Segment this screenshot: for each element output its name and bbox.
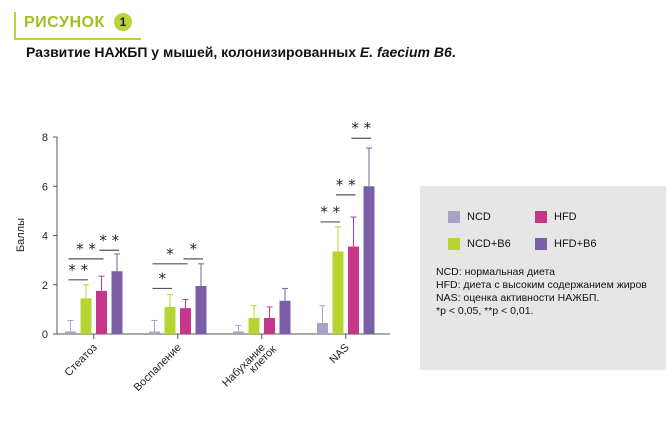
bar-ncd-b6-3 xyxy=(332,251,344,334)
bar-hfd-0 xyxy=(96,290,107,334)
bar-hfd-2 xyxy=(264,317,275,334)
legend-item-hfd: HFD xyxy=(535,211,577,223)
bar-hfd-b6-2 xyxy=(279,300,291,334)
note-nas: NAS: оценка активности НАЖБП. xyxy=(436,292,600,304)
note-pvalues: *p < 0,05, **p < 0,01. xyxy=(436,305,534,317)
significance-marker: * xyxy=(159,269,167,287)
title-end: . xyxy=(451,44,456,60)
y-tick-label: 4 xyxy=(42,231,48,243)
significance-marker: * * xyxy=(351,119,371,137)
x-category-label: NAS xyxy=(327,342,351,366)
bar-hfd-b6-0 xyxy=(111,271,123,334)
legend-label-ncd-b6: NCD+B6 xyxy=(467,238,511,250)
legend-item-ncd: NCD xyxy=(448,211,491,223)
bar-ncd-3 xyxy=(317,322,328,334)
bar-ncd-b6-2 xyxy=(248,317,260,334)
bar-ncd-2 xyxy=(233,331,244,334)
legend-swatch-hfd xyxy=(535,211,547,223)
significance-marker: * * xyxy=(99,231,119,249)
legend-label-hfd: HFD xyxy=(554,211,577,223)
figure-word: РИСУНОК xyxy=(24,14,105,31)
bar-hfd-b6-3 xyxy=(363,186,375,334)
x-category-label: Стеатоз xyxy=(63,342,100,379)
figure-number-badge: 1 xyxy=(114,13,132,31)
x-category-label: Воспаление xyxy=(132,342,184,394)
bar-ncd-0 xyxy=(65,331,76,334)
figure-title: Развитие НАЖБП у мышей, колонизированных… xyxy=(26,44,456,60)
legend-box: NCD HFD NCD+B6 HFD+B6 NCD: нормальная ди… xyxy=(420,186,666,370)
legend-swatch-hfd-b6 xyxy=(535,238,547,250)
title-species: E. faecium B6 xyxy=(359,44,452,60)
bar-ncd-1 xyxy=(149,331,160,334)
note-hfd: HFD: диета с высоким содержанием жиров xyxy=(436,279,647,291)
bar-hfd-3 xyxy=(348,246,359,334)
title-text: Развитие НАЖБП у мышей, колонизированных xyxy=(26,44,360,60)
bar-ncd-b6-0 xyxy=(80,298,92,334)
bar-hfd-1 xyxy=(180,308,191,334)
significance-marker: * xyxy=(190,240,198,258)
y-tick-label: 6 xyxy=(42,181,48,193)
y-tick-label: 8 xyxy=(42,132,48,144)
significance-marker: * * xyxy=(320,203,340,221)
significance-marker: * * xyxy=(336,176,356,194)
y-axis-label: Баллы xyxy=(15,218,27,252)
bar-ncd-b6-1 xyxy=(164,306,176,334)
y-tick-label: 2 xyxy=(42,280,48,292)
legend-notes: NCD: нормальная диета HFD: диета с высок… xyxy=(436,266,658,318)
significance-marker: * * xyxy=(76,240,96,258)
legend-swatch-ncd-b6 xyxy=(448,238,460,250)
legend-label-ncd: NCD xyxy=(467,211,491,223)
bar-hfd-b6-1 xyxy=(195,285,207,334)
legend-swatch-ncd xyxy=(448,211,460,223)
note-ncd: NCD: нормальная диета xyxy=(436,266,555,278)
figure-label: РИСУНОК 1 xyxy=(14,12,141,40)
significance-marker: * xyxy=(166,245,174,263)
y-tick-label: 0 xyxy=(42,329,48,341)
legend-label-hfd-b6: HFD+B6 xyxy=(554,238,597,250)
legend-item-ncd-b6: NCD+B6 xyxy=(448,238,511,250)
legend-item-hfd-b6: HFD+B6 xyxy=(535,238,597,250)
significance-marker: * * xyxy=(68,261,88,279)
